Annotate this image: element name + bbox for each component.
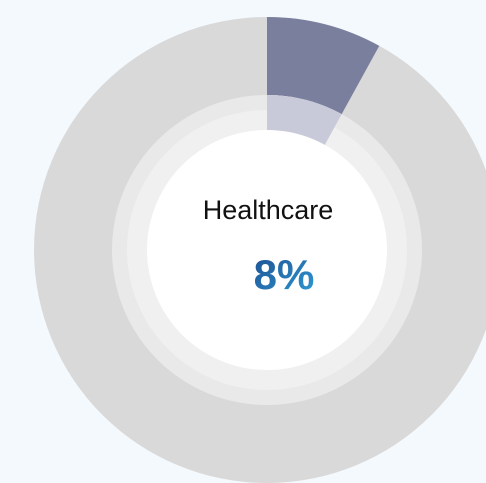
- value-label: 8%: [254, 251, 315, 298]
- inner-segment: [267, 95, 342, 147]
- category-label: Healthcare: [203, 195, 334, 225]
- donut: [34, 17, 486, 483]
- donut-segment: [267, 17, 380, 115]
- center-disc: [147, 130, 387, 370]
